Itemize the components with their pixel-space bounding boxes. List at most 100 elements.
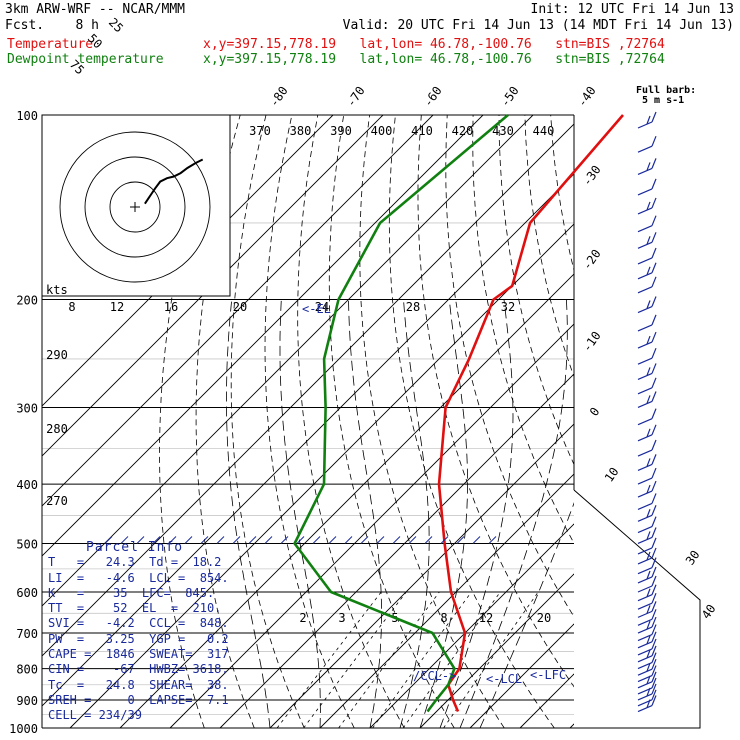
model-title: 3km ARW-WRF -- NCAR/MMM xyxy=(5,2,186,17)
wind-barb-flag xyxy=(646,266,651,275)
mixing-ratio-line xyxy=(338,591,440,729)
wind-barb-staff xyxy=(637,341,653,349)
wind-barb-staff xyxy=(637,121,653,129)
wind-barb-flag xyxy=(651,331,657,343)
wind-barb-staff xyxy=(637,641,653,649)
wind-barb-staff xyxy=(637,387,653,395)
isotherm xyxy=(169,323,574,729)
el-marker: <-EL xyxy=(302,302,331,316)
dry-adiabat xyxy=(417,115,574,688)
temperature-station-info: x,y=397.15,778.19 lat,lon= 46.78,-100.76… xyxy=(203,37,665,52)
dry-adiabat xyxy=(706,115,740,728)
wind-barb-flag xyxy=(646,335,651,345)
isotherm xyxy=(369,523,574,729)
wind-barb-flag xyxy=(646,428,651,438)
wind-barb-staff xyxy=(637,502,653,510)
wind-barb-flag xyxy=(646,201,651,211)
parcel-row-pw: PW = 3.25 YGP = 0.2 xyxy=(48,631,229,646)
wind-barb-flag xyxy=(651,262,657,273)
hodograph-ring-label: 50 xyxy=(85,31,105,51)
isotherm-labels: -80 -70 -60 -50 -40 -30 -20 -10 0 10 30 40 xyxy=(267,84,719,622)
wind-barb-flag xyxy=(651,314,657,326)
wind-barb-flag xyxy=(651,454,657,465)
moist-adiabat xyxy=(226,299,271,729)
wind-barb-flag xyxy=(651,391,657,402)
wind-barb-flag xyxy=(646,115,651,125)
wind-barb-staff xyxy=(637,207,653,215)
theta-label-left: 270 xyxy=(46,494,68,508)
wind-barb-flag xyxy=(651,566,657,578)
wind-barb-flag xyxy=(651,601,657,612)
isotherm xyxy=(519,673,574,729)
wind-barb-staff xyxy=(637,434,653,442)
isotherm-label-top: -70 xyxy=(344,84,368,110)
wind-barb-flag xyxy=(646,162,651,171)
wind-barb-flag xyxy=(646,509,651,518)
wind-barb-flag xyxy=(646,635,651,645)
wind-barb-staff xyxy=(637,514,653,522)
parcel-tick xyxy=(168,536,177,544)
theta-label: 400 xyxy=(371,124,393,138)
wind-barb-flag xyxy=(651,516,657,527)
mixing-ratio-label-upper: 28 xyxy=(406,300,420,314)
wind-barb-flag xyxy=(651,377,657,389)
pressure-label-400: 400 xyxy=(16,478,38,492)
wind-barb-staff xyxy=(637,463,653,471)
wind-barb-flag xyxy=(651,363,657,374)
parcel-tick xyxy=(200,536,209,544)
parcel-tick xyxy=(216,536,225,544)
lfc-marker: <-LFC xyxy=(530,668,566,682)
isotherm xyxy=(219,373,574,729)
theta-label-left: 280 xyxy=(46,422,68,436)
wind-barb-staff xyxy=(637,400,653,409)
full-barb-unit: 5 m s-1 xyxy=(642,95,684,106)
wind-barb-flag xyxy=(651,111,657,123)
pressure-label-1000: 1000 xyxy=(9,722,38,736)
hodograph-ring xyxy=(84,156,186,258)
mixing-ratio-label-upper: 12 xyxy=(110,300,124,314)
wind-barb-flag xyxy=(646,605,651,614)
mixing-ratio-label-upper: 32 xyxy=(501,300,515,314)
theta-labels: 370 380 390 400 410 420 430 440 290 280 270 xyxy=(46,124,554,508)
wind-barb-staff xyxy=(637,576,653,584)
wind-barb-staff xyxy=(637,305,653,314)
mixing-ratio-label-lower: 2 xyxy=(299,611,306,625)
theta-label: 380 xyxy=(290,124,312,138)
wind-barb-staff xyxy=(637,602,653,610)
wind-barb-flag xyxy=(651,584,657,595)
isotherm-label-right: -20 xyxy=(580,247,604,273)
moist-adiabat-lines xyxy=(226,299,574,729)
moist-adiabat xyxy=(399,299,430,729)
wind-barb-staff xyxy=(637,594,653,602)
full-barb-label: Full barb: xyxy=(636,85,696,96)
wind-barb-staff xyxy=(637,272,653,280)
wind-barb-flag xyxy=(646,699,651,708)
wind-barb-staff xyxy=(637,167,653,175)
mixing-ratio-line xyxy=(276,591,382,729)
isotherm-label-right: 30 xyxy=(683,548,703,568)
parcel-tick xyxy=(376,536,385,544)
isotherm-label-top: -60 xyxy=(421,84,445,110)
dry-adiabat xyxy=(603,115,740,728)
theta-label: 420 xyxy=(452,124,474,138)
wind-barb-flag xyxy=(651,215,657,226)
dry-adiabat xyxy=(524,115,574,378)
isotherm-label-right: 40 xyxy=(699,602,719,622)
wind-barb-flag xyxy=(646,236,651,245)
wind-barb-flag xyxy=(651,616,657,628)
wind-barb-flag xyxy=(651,557,657,568)
isotherm-label-top: -50 xyxy=(498,84,522,110)
parcel-row-tc: Tc = 24.8 SHEAR= 38. xyxy=(48,677,229,692)
parcel-row-t: T = 24.3 Td = 18.2 xyxy=(48,555,222,570)
wind-barb-flag xyxy=(651,695,657,706)
mixing-ratio-label-lower: 12 xyxy=(479,611,493,625)
isotherm-label-right: 0 xyxy=(587,405,603,419)
moist-adiabat xyxy=(439,299,514,729)
isotherm xyxy=(119,273,574,729)
mixing-ratio-line xyxy=(402,591,501,729)
wind-barb-flag xyxy=(651,575,657,587)
isotherm xyxy=(42,123,574,657)
dry-adiabat xyxy=(445,115,574,618)
wind-barb-flag xyxy=(651,493,657,504)
